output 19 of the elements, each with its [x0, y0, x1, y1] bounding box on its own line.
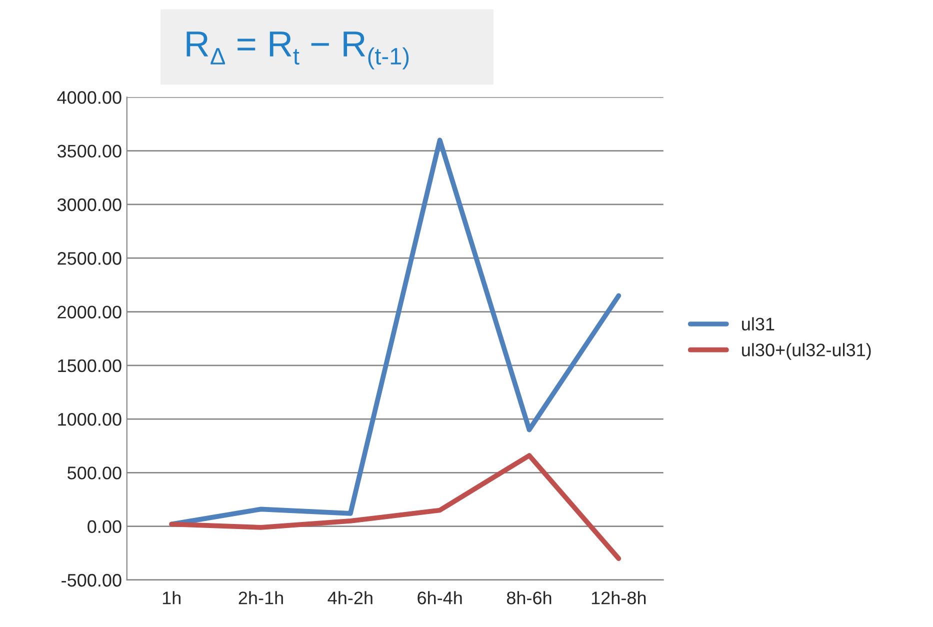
y-tick-label: 1000.00 [58, 412, 122, 426]
line-series [169, 453, 622, 561]
legend-label: ul30+(ul32-ul31) [742, 343, 871, 360]
y-tick-label: 1500.00 [58, 359, 122, 372]
x-tick-label: 1h [162, 591, 180, 604]
y-tick-label: 0.00 [88, 520, 122, 534]
y-tick-label: -500.00 [62, 574, 122, 587]
x-tick-label: 12h-8h [592, 591, 646, 604]
y-tick-label: 4000.00 [57, 91, 122, 104]
y-tick-label: 3500.00 [57, 144, 122, 158]
y-tick-label: 500.00 [68, 466, 122, 480]
x-tick-label: 8h-6h [506, 591, 552, 604]
x-tick-label: 6h-4h [418, 591, 462, 604]
legend-label: ul31 [742, 317, 774, 330]
y-tick-label: 2500.00 [58, 252, 122, 265]
x-tick-label: 2h-1h [238, 591, 283, 604]
x-tick-label: 4h-2h [328, 591, 372, 604]
y-tick-label: 2000.00 [58, 306, 122, 318]
y-tick-label: 3000.00 [57, 198, 122, 212]
